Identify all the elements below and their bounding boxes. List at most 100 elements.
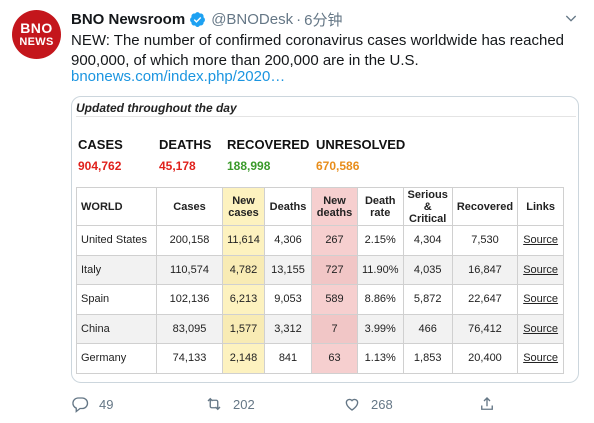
- cell-recovered: 7,530: [451, 225, 519, 256]
- tweet-actions: 49 202 268: [71, 393, 511, 415]
- author-handle[interactable]: @BNODesk: [211, 10, 294, 28]
- like-count: 268: [371, 396, 393, 412]
- avatar-logo-line1: BNO: [20, 20, 53, 36]
- cell-death-rate: 1.13%: [357, 343, 404, 374]
- cell-serious: 1,853: [402, 343, 453, 374]
- cell-cases: 200,158: [156, 225, 223, 256]
- cell-deaths: 3,312: [264, 313, 312, 344]
- cell-source-link: Source: [517, 313, 565, 344]
- stat-recovered: RECOVERED 188,998: [227, 137, 309, 173]
- stat-deaths-label: DEATHS: [159, 137, 212, 152]
- tweet-text: NEW: The number of confirmed coronavirus…: [71, 32, 565, 69]
- cell-new-deaths: 7: [311, 313, 358, 344]
- card-updated-note: Updated throughout the day: [76, 101, 576, 117]
- stat-cases-label: CASES: [78, 137, 123, 152]
- cell-serious: 466: [402, 313, 453, 344]
- cell-source-link: Source: [517, 254, 565, 285]
- cell-death-rate: 3.99%: [357, 313, 404, 344]
- cell-cases: 102,136: [156, 284, 223, 315]
- stat-unresolved: UNRESOLVED 670,586: [316, 137, 405, 173]
- like-button[interactable]: 268: [343, 393, 393, 415]
- cell-deaths: 4,306: [264, 225, 312, 256]
- avatar[interactable]: BNO NEWS: [12, 10, 61, 59]
- col-header-new-cases: New cases: [222, 187, 265, 226]
- avatar-logo-line2: NEWS: [19, 36, 54, 48]
- verified-badge-icon: [190, 11, 206, 27]
- cell-source-link: Source: [517, 284, 565, 315]
- cell-deaths: 9,053: [264, 284, 312, 315]
- col-header-links: Links: [517, 187, 565, 226]
- retweet-icon: [207, 397, 221, 411]
- source-link[interactable]: Source: [523, 322, 559, 335]
- stat-recovered-label: RECOVERED: [227, 137, 310, 152]
- stat-recovered-value: 188,998: [227, 159, 271, 173]
- separator-dot: ·: [296, 10, 302, 28]
- col-header-death-rate: Death rate: [357, 187, 404, 226]
- cell-new-deaths: 589: [311, 284, 358, 315]
- col-header-deaths: Deaths: [264, 187, 312, 226]
- cell-serious: 4,304: [402, 225, 453, 256]
- cell-death-rate: 8.86%: [357, 284, 404, 315]
- tweet-link[interactable]: bnonews.com/index.php/2020…: [71, 68, 286, 85]
- table-row: Italy 110,574 4,782 13,155 727 11.90% 4,…: [76, 254, 565, 285]
- source-link[interactable]: Source: [523, 263, 559, 276]
- cell-new-deaths: 63: [311, 343, 358, 374]
- link-preview-card[interactable]: Updated throughout the day CASES 904,762…: [71, 96, 579, 383]
- reply-count: 49: [99, 396, 114, 412]
- stat-deaths: DEATHS 45,178: [159, 137, 211, 173]
- cell-new-cases: 6,213: [222, 284, 265, 315]
- cell-recovered: 76,412: [451, 313, 519, 344]
- cell-country: Italy: [76, 254, 157, 285]
- source-link[interactable]: Source: [523, 234, 559, 247]
- cell-death-rate: 2.15%: [357, 225, 404, 256]
- cell-deaths: 841: [264, 343, 312, 374]
- retweet-button[interactable]: 202: [205, 393, 255, 415]
- table-row: United States 200,158 11,614 4,306 267 2…: [76, 225, 565, 256]
- reply-button[interactable]: 49: [71, 393, 113, 415]
- cell-deaths: 13,155: [264, 254, 312, 285]
- cell-cases: 74,133: [156, 343, 223, 374]
- cell-new-deaths: 727: [311, 254, 358, 285]
- col-header-serious-critical: Serious & Critical: [402, 187, 453, 226]
- col-header-new-deaths: New deaths: [311, 187, 358, 226]
- tweet-header: BNO Newsroom @BNODesk · 6分钟: [71, 9, 342, 29]
- cell-source-link: Source: [517, 225, 565, 256]
- stat-unresolved-value: 670,586: [316, 159, 360, 173]
- source-link[interactable]: Source: [523, 352, 559, 365]
- cell-recovered: 20,400: [451, 343, 519, 374]
- stat-unresolved-label: UNRESOLVED: [316, 137, 406, 152]
- cell-new-cases: 2,148: [222, 343, 265, 374]
- table-row: Spain 102,136 6,213 9,053 589 8.86% 5,87…: [76, 284, 565, 315]
- col-header-recovered: Recovered: [451, 187, 519, 226]
- stat-cases: CASES 904,762: [78, 137, 123, 173]
- chevron-down-icon[interactable]: [563, 10, 579, 26]
- col-header-world: WORLD: [76, 187, 157, 226]
- cell-recovered: 16,847: [451, 254, 519, 285]
- like-icon: [345, 398, 359, 411]
- cell-source-link: Source: [517, 343, 565, 374]
- table-row: China 83,095 1,577 3,312 7 3.99% 466 76,…: [76, 313, 565, 344]
- cell-new-cases: 11,614: [222, 225, 265, 256]
- table-row: Germany 74,133 2,148 841 63 1.13% 1,853 …: [76, 343, 565, 374]
- retweet-count: 202: [233, 396, 255, 412]
- reply-icon: [72, 397, 89, 413]
- share-button[interactable]: [478, 393, 506, 415]
- cases-table: WORLD Cases New cases Deaths New deaths …: [76, 187, 565, 374]
- stat-cases-value: 904,762: [78, 159, 122, 173]
- card-content: Updated throughout the day CASES 904,762…: [72, 97, 578, 382]
- author-name[interactable]: BNO Newsroom: [71, 10, 186, 28]
- cell-cases: 83,095: [156, 313, 223, 344]
- source-link[interactable]: Source: [523, 293, 559, 306]
- cell-new-deaths: 267: [311, 225, 358, 256]
- cell-serious: 4,035: [402, 254, 453, 285]
- cell-serious: 5,872: [402, 284, 453, 315]
- cell-death-rate: 11.90%: [357, 254, 404, 285]
- stat-deaths-value: 45,178: [159, 159, 196, 173]
- share-icon: [481, 397, 493, 410]
- cell-new-cases: 4,782: [222, 254, 265, 285]
- tweet-timestamp[interactable]: 6分钟: [304, 11, 343, 29]
- cell-country: Germany: [76, 343, 157, 374]
- cell-country: United States: [76, 225, 157, 256]
- cell-country: China: [76, 313, 157, 344]
